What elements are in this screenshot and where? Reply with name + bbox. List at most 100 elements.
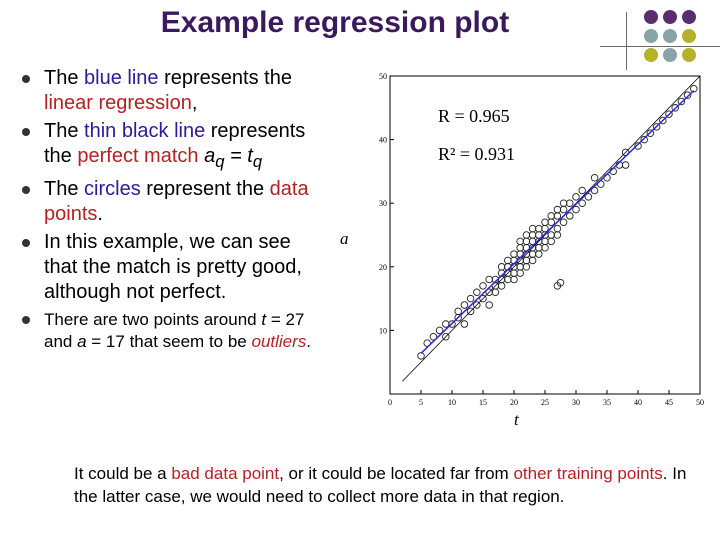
data-point [485, 301, 493, 309]
data-point [677, 97, 686, 106]
data-point [522, 263, 531, 271]
x-tick-label: 10 [448, 398, 456, 407]
dot-icon [644, 10, 658, 24]
data-point [556, 278, 565, 287]
data-point [535, 224, 543, 233]
regression-line [420, 90, 695, 354]
data-point [683, 91, 692, 99]
data-point [516, 263, 524, 271]
data-point [547, 237, 555, 246]
dot-icon [663, 29, 677, 43]
data-point [652, 123, 661, 131]
y-tick-label: 40 [379, 136, 387, 145]
data-point [659, 116, 667, 125]
data-point [522, 231, 531, 239]
scatter-chart: 0 5 10 15 20 25 30 35 40 45 50 10 20 30 40 50 t a R = 0.96… [340, 72, 704, 429]
data-point [690, 84, 698, 93]
x-tick-label: 5 [419, 398, 423, 407]
data-point [528, 250, 537, 258]
data-point [528, 224, 537, 233]
data-point [646, 129, 655, 137]
data-point [553, 205, 562, 214]
x-tick-label: 40 [634, 398, 642, 407]
x-tick-label: 20 [510, 398, 518, 407]
x-tick-label: 35 [603, 398, 611, 407]
title-divider-vertical [626, 12, 627, 70]
data-point [504, 256, 512, 265]
data-point [504, 275, 512, 284]
data-point [566, 212, 574, 220]
data-point [559, 205, 568, 214]
dot-icon [682, 10, 696, 24]
data-point [522, 237, 531, 246]
data-point [559, 199, 568, 207]
dot-icon [644, 48, 658, 62]
data-point [559, 218, 568, 227]
data-point [535, 250, 543, 258]
data-point [491, 288, 500, 296]
data-point [479, 294, 487, 303]
data-point [566, 199, 574, 207]
x-tick-label: 25 [541, 398, 549, 407]
footnote: It could be a bad data point, or it coul… [74, 464, 687, 506]
x-axis-label: t [514, 410, 520, 429]
data-point [553, 231, 562, 239]
data-point [442, 333, 450, 341]
y-tick-label: 30 [379, 199, 387, 208]
bullet-item: The circles represent the data points. [18, 177, 318, 227]
data-point [590, 174, 599, 182]
x-tick-label: 0 [388, 398, 392, 407]
data-point [466, 294, 475, 303]
r-annotation: R = 0.965 [438, 106, 510, 126]
x-tick-label: 50 [696, 398, 704, 407]
data-point [429, 333, 438, 341]
data-point [497, 282, 506, 290]
data-point [665, 110, 673, 118]
dot-icon [682, 29, 696, 43]
bullet-item: In this example, we can see that the mat… [18, 230, 318, 305]
data-point [435, 326, 444, 335]
dot-icon [682, 48, 696, 62]
x-tick-label: 45 [665, 398, 673, 407]
data-point [473, 288, 481, 296]
data-point [572, 205, 580, 214]
data-point [448, 320, 456, 328]
data-point [479, 282, 487, 290]
data-point [578, 186, 586, 195]
data-point [485, 275, 493, 284]
data-point [553, 212, 562, 220]
data-point [510, 275, 518, 284]
slide-title: Example regression plot [160, 6, 510, 39]
data-point [528, 256, 537, 265]
bullet-list: The blue line represents the linear regr… [18, 66, 318, 356]
x-tick-label: 15 [479, 398, 487, 407]
data-point [547, 212, 555, 220]
data-point [541, 237, 549, 246]
data-point [510, 250, 518, 258]
y-axis-label: a [340, 229, 349, 248]
data-point [584, 193, 593, 201]
y-tick-label: 50 [379, 72, 387, 81]
data-point [454, 307, 462, 316]
data-point [516, 243, 524, 252]
data-point [473, 301, 481, 309]
regression-plot: 0 5 10 15 20 25 30 35 40 45 50 10 20 30 40 50 t a R = 0.96… [336, 72, 708, 439]
dot-icon [663, 48, 677, 62]
data-point [535, 243, 543, 252]
title-divider-horizontal [600, 46, 720, 47]
data-point [553, 224, 562, 233]
data-point [621, 161, 630, 169]
bullet-item: The thin black line represents the perfe… [18, 119, 318, 174]
data-point [417, 352, 425, 360]
data-point [572, 193, 580, 201]
dot-icon [644, 29, 658, 43]
data-point [578, 199, 586, 207]
x-tick-label: 30 [572, 398, 580, 407]
data-point [640, 135, 648, 144]
data-point [510, 269, 518, 277]
data-point [466, 307, 475, 316]
data-point [497, 263, 506, 271]
data-point [460, 301, 469, 309]
bullet-item: The blue line represents the linear regr… [18, 66, 318, 116]
y-tick-label: 20 [379, 263, 387, 272]
